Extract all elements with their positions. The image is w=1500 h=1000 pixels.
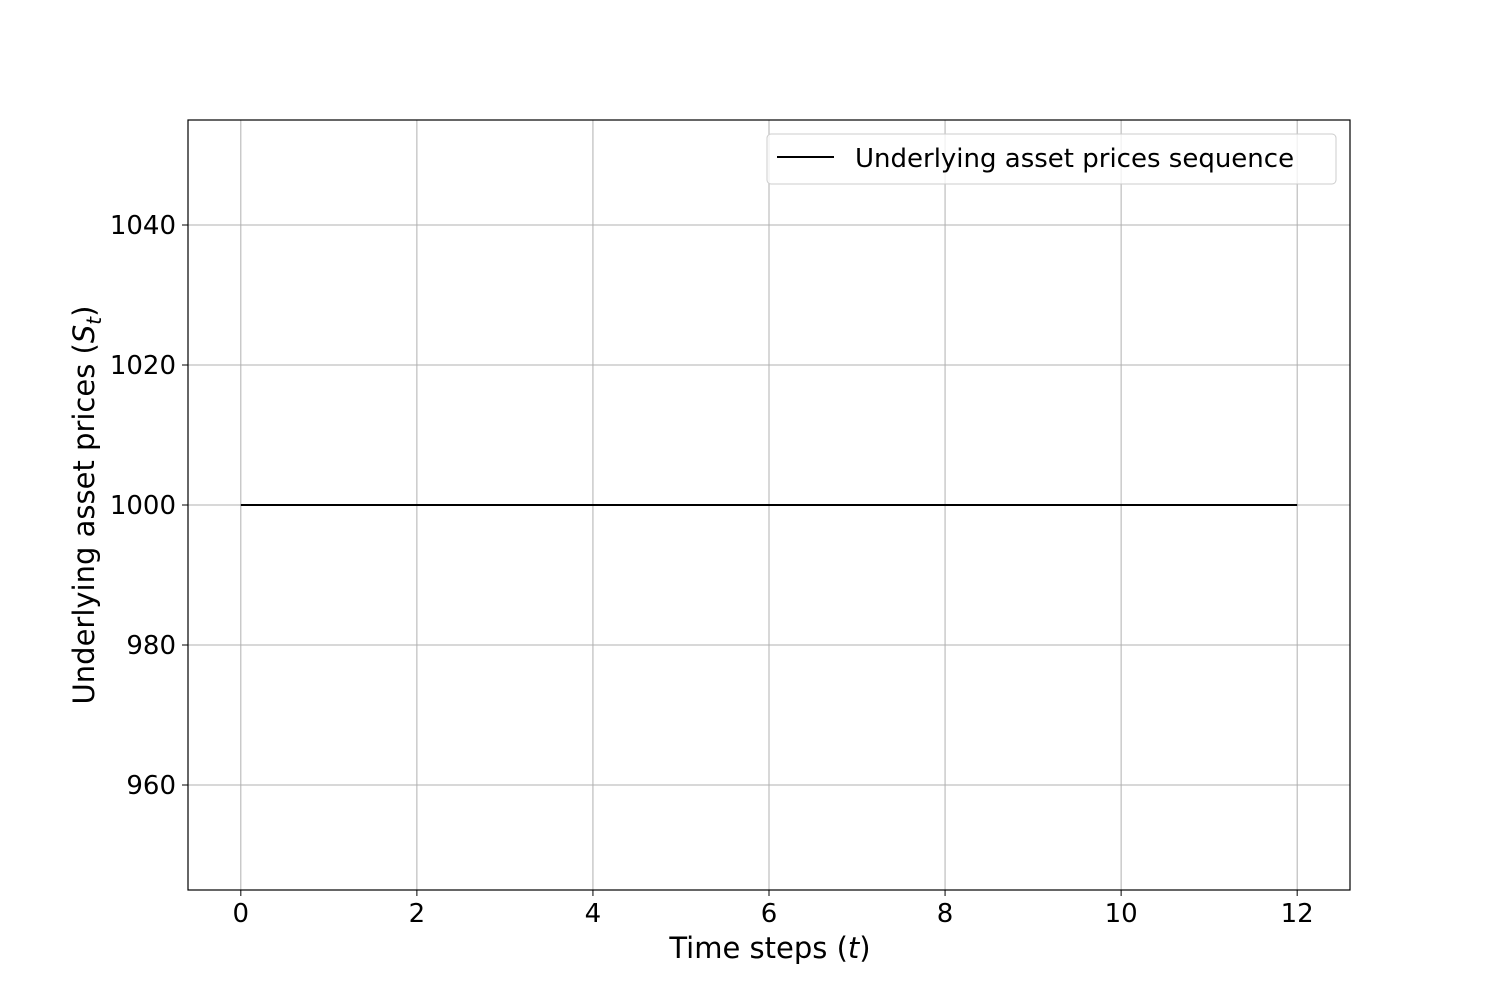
y-tick-label: 980 [126, 631, 176, 661]
x-tick-label: 8 [937, 899, 954, 929]
legend-label: Underlying asset prices sequence [855, 144, 1294, 174]
y-tick-label: 1020 [110, 351, 176, 381]
y-tick-label: 1000 [110, 491, 176, 521]
y-tick-label: 960 [126, 771, 176, 801]
x-tick-label: 6 [761, 899, 778, 929]
y-axis-label: Underlying asset prices (St) [67, 306, 106, 705]
legend: Underlying asset prices sequence [766, 133, 1337, 185]
x-tick-label: 12 [1281, 899, 1314, 929]
y-tick-label: 1040 [110, 211, 176, 241]
legend-box [766, 133, 1337, 185]
x-tick-label: 2 [409, 899, 426, 929]
x-tick-label: 10 [1105, 899, 1138, 929]
x-tick-label: 0 [233, 899, 250, 929]
x-tick-label: 4 [585, 899, 602, 929]
ticks [182, 224, 1298, 896]
x-axis-label: Time steps (t) [668, 931, 870, 965]
tick-labels: 0 2 4 6 8 10 12 960 980 1000 1020 1040 [110, 211, 1314, 929]
